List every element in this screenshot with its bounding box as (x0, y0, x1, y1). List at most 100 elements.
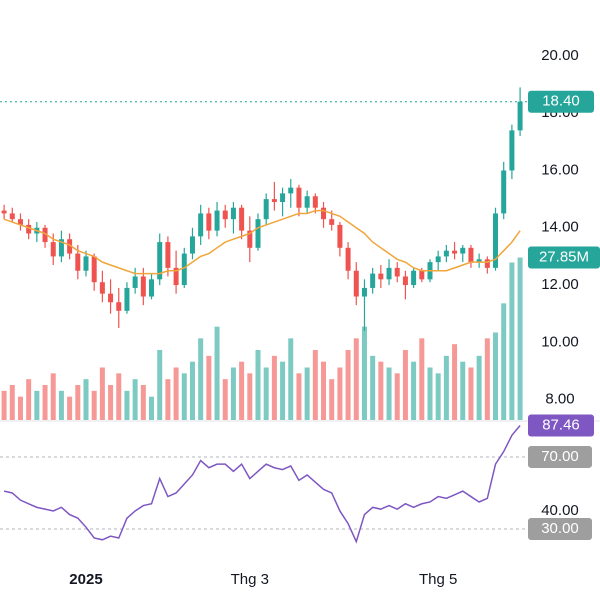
candle-body (124, 287, 130, 311)
candle-body (452, 250, 458, 254)
candle-body (247, 230, 253, 248)
candle-body (353, 270, 359, 297)
volume-bar (501, 303, 507, 420)
volume-bar (173, 367, 179, 420)
volume-label: 27.85M (539, 249, 589, 266)
volume-bar (26, 379, 32, 420)
candle-body (157, 242, 163, 280)
candle-body (378, 273, 384, 280)
volume-bar (99, 367, 105, 420)
candle-body (386, 267, 392, 280)
candle-body (296, 187, 302, 208)
volume-bar (165, 379, 171, 420)
candle-body (132, 276, 138, 288)
volume-bar (17, 396, 23, 420)
candle-body (149, 279, 155, 297)
volume-bar (206, 355, 212, 420)
candle-body (460, 247, 466, 254)
volume-bar (50, 373, 56, 420)
x-tick-label: Thg 5 (419, 571, 457, 588)
candle-body (370, 273, 376, 288)
candle-body (91, 256, 97, 283)
volume-bar (411, 361, 417, 420)
rsi-tick-label: 40.00 (541, 502, 579, 519)
last-price-label: 18.40 (542, 93, 580, 110)
volume-bar (476, 355, 482, 420)
volume-bar (296, 373, 302, 420)
volume-bar (91, 390, 97, 420)
candle-body (189, 236, 195, 254)
candle-body (255, 219, 261, 248)
volume-bar (378, 361, 384, 420)
x-tick-label: Thg 3 (231, 571, 269, 588)
moving-average (3, 209, 521, 275)
candle-body (394, 267, 400, 277)
candle-body (67, 239, 73, 254)
candle-body (329, 219, 335, 225)
candle-body (402, 276, 408, 286)
rsi-band-label: 30.00 (541, 520, 579, 537)
volume-bar (230, 367, 236, 420)
volume-bar (42, 385, 48, 420)
volume-bar (288, 338, 294, 420)
candle-body (419, 270, 425, 280)
candle-body (517, 101, 523, 131)
rsi-band-label: 70.00 (541, 448, 579, 465)
volume-bar (263, 367, 269, 420)
candle-body (99, 282, 105, 294)
volume-bar (1, 390, 7, 420)
volume-bar (116, 373, 122, 420)
volume-bar (435, 373, 441, 420)
volume-bar (271, 355, 277, 420)
volume-bar (370, 355, 376, 420)
y-tick-label: 8.00 (545, 391, 574, 408)
candle-body (493, 213, 499, 268)
volume-bar (198, 338, 204, 420)
volume-bar (386, 367, 392, 420)
y-tick-label: 16.00 (541, 161, 579, 178)
candle-body (173, 267, 179, 286)
volume-bar (181, 373, 187, 420)
volume-bar (108, 385, 114, 420)
volume-bar (67, 396, 73, 420)
volume-bar (304, 367, 310, 420)
candle-body (288, 187, 294, 194)
candle-body (108, 293, 114, 303)
candle-body (1, 210, 7, 214)
volume-bar (75, 385, 81, 420)
volume-bar (353, 338, 359, 420)
volume-bar (345, 350, 351, 420)
volume-bar (247, 373, 253, 420)
volume-bar (460, 361, 466, 420)
volume-bar (443, 355, 449, 420)
volume-bar (361, 326, 367, 420)
rsi-line (3, 425, 521, 544)
volume-bar (329, 379, 335, 420)
volume-bar (452, 344, 458, 420)
candle-body (181, 253, 187, 286)
rsi-last-box (528, 414, 594, 437)
candle-body (476, 259, 482, 263)
candle-body (501, 170, 507, 214)
candle-body (239, 207, 245, 231)
volume-bar (58, 390, 64, 420)
candle-body (337, 224, 343, 248)
volume-bar (157, 350, 163, 420)
volume-bar (484, 338, 490, 420)
y-tick-label: 12.00 (541, 276, 579, 293)
candle-body (17, 219, 23, 225)
rsi-band-box (528, 517, 592, 540)
candle-body (468, 247, 474, 263)
candle-body (116, 302, 122, 311)
candle-body (484, 259, 490, 268)
candle-body (9, 213, 15, 220)
candle-body (509, 130, 515, 171)
candle-body (321, 207, 327, 220)
x-tick-label: 2025 (69, 571, 102, 588)
volume-bar (493, 332, 499, 420)
candle-body (50, 242, 56, 257)
candle-body (271, 199, 277, 202)
volume-bar (149, 396, 155, 420)
volume-bar (132, 379, 138, 420)
volume-bar (9, 385, 15, 420)
